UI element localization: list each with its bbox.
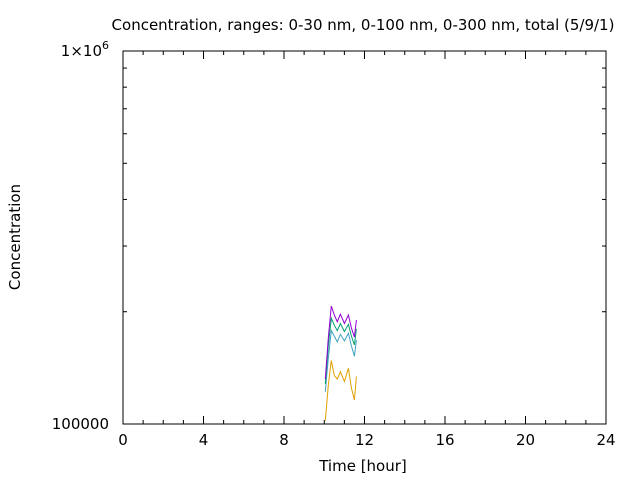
y-axis-label: Concentration (6, 184, 24, 290)
x-tick-label: 16 (435, 431, 454, 449)
x-tick-label: 24 (596, 431, 615, 449)
chart-title: Concentration, ranges: 0-30 nm, 0-100 nm… (112, 16, 615, 34)
y-tick-label: 1×106 (61, 39, 109, 60)
x-tick-label: 12 (355, 431, 374, 449)
x-tick-label: 4 (199, 431, 209, 449)
series-line-2 (324, 316, 357, 385)
plot-frame (122, 50, 607, 425)
series-line-1 (324, 328, 357, 392)
axis-ticks: 0 4 8 12 16 20 24 100000 1×106 (52, 39, 616, 449)
y-tick-label: 100000 (52, 415, 109, 433)
series-group (324, 305, 357, 421)
x-tick-label: 8 (279, 431, 289, 449)
x-tick-label: 0 (118, 431, 128, 449)
x-axis-label: Time [hour] (318, 457, 407, 475)
series-line-0 (324, 360, 357, 421)
series-line-3 (324, 305, 357, 380)
x-tick-label: 20 (516, 431, 535, 449)
